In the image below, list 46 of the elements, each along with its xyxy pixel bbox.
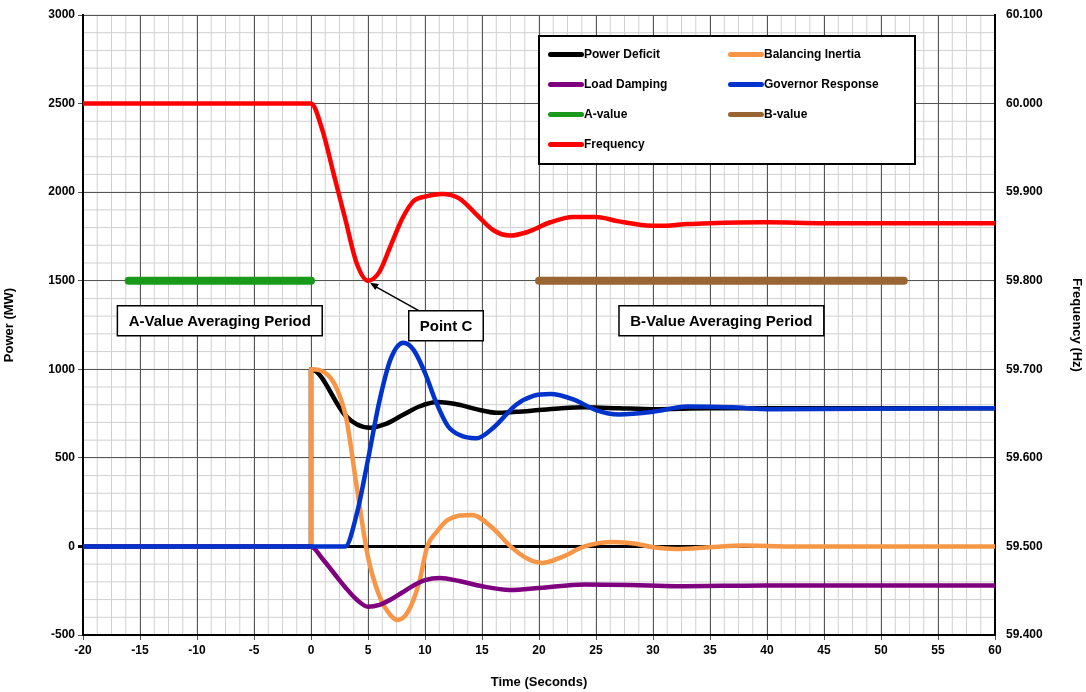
y2-tick-label: 60.100 [1006, 7, 1044, 22]
y2-tick-label: 59.500 [1006, 538, 1044, 553]
y-axis-title: Power (MW) [1, 287, 17, 363]
x-tick-label: 35 [703, 642, 717, 657]
legend-label: B-value [764, 107, 808, 121]
x-tick-label: 20 [532, 642, 546, 657]
annotation: Point C [419, 316, 473, 334]
x-tick-label: 25 [589, 642, 603, 657]
y-tick-label: 3000 [48, 7, 76, 22]
legend-label: A-value [584, 107, 628, 121]
x-tick-label: -10 [188, 642, 206, 657]
x-tick-label: 0 [307, 642, 315, 657]
y-tick-label: 2500 [48, 95, 76, 110]
x-tick-label: -15 [131, 642, 149, 657]
x-tick-label: 5 [364, 642, 372, 657]
x-tick-label: 10 [418, 642, 432, 657]
y2-tick-label: 59.400 [1006, 627, 1044, 642]
y2-tick-label: 60.000 [1006, 95, 1044, 110]
annotation: B-Value Averaging Period [630, 311, 813, 329]
legend-label: Frequency [584, 137, 645, 151]
y2-tick-label: 59.800 [1006, 273, 1044, 288]
y-tick-label: 1000 [48, 361, 76, 376]
y-tick-label: -500 [50, 627, 76, 642]
y2-tick-label: 59.900 [1006, 184, 1044, 199]
x-axis-title: Time (Seconds) [490, 673, 588, 689]
x-tick-label: 45 [817, 642, 831, 657]
x-tick-label: 15 [475, 642, 489, 657]
annotation: A-Value Averaging Period [128, 311, 311, 329]
y-tick-label: 0 [68, 538, 76, 553]
x-tick-label: 40 [760, 642, 774, 657]
legend-label: Load Damping [584, 77, 668, 91]
legend-label: Governor Response [764, 77, 879, 91]
x-tick-label: -5 [248, 642, 260, 657]
legend-label: Balancing Inertia [764, 47, 861, 61]
x-tick-label: 55 [931, 642, 945, 657]
x-tick-label: 60 [988, 642, 1002, 657]
y2-tick-label: 59.700 [1006, 361, 1044, 376]
y-tick-label: 1500 [48, 273, 76, 288]
x-tick-label: 30 [646, 642, 660, 657]
x-tick-label: 50 [874, 642, 888, 657]
y-tick-label: 500 [54, 450, 76, 465]
y-tick-label: 2000 [48, 184, 76, 199]
legend-label: Power Deficit [584, 47, 661, 61]
y2-axis-title: Frequency (Hz) [1069, 278, 1085, 372]
x-tick-label: -20 [74, 642, 92, 657]
y2-tick-label: 59.600 [1006, 450, 1044, 465]
